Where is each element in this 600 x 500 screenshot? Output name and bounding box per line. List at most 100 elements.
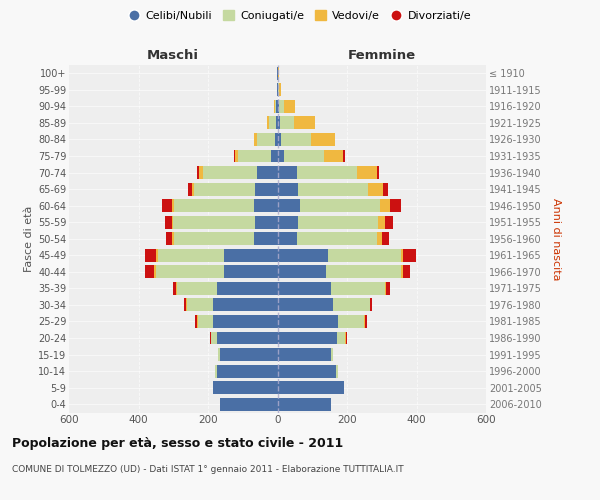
Bar — [386, 282, 390, 295]
Bar — [333, 298, 370, 312]
Bar — [336, 364, 338, 378]
Bar — [173, 282, 176, 295]
Bar — [224, 266, 277, 278]
Bar — [213, 381, 277, 394]
Bar — [401, 249, 403, 262]
Bar — [156, 266, 224, 278]
Bar — [145, 266, 154, 278]
Bar — [311, 133, 335, 146]
Bar — [254, 199, 277, 212]
Bar — [203, 166, 257, 179]
Bar — [358, 166, 377, 179]
Bar — [255, 216, 277, 228]
Bar — [220, 398, 277, 410]
Bar — [365, 315, 367, 328]
Bar — [277, 332, 337, 344]
Bar — [166, 232, 172, 245]
Bar — [277, 348, 331, 361]
Bar — [277, 298, 333, 312]
Bar — [328, 249, 401, 262]
Bar — [403, 266, 410, 278]
Bar — [298, 216, 377, 228]
Bar — [173, 216, 255, 228]
Bar — [277, 67, 278, 80]
Bar — [296, 232, 377, 245]
Bar — [188, 182, 193, 196]
Bar — [234, 150, 235, 162]
Bar — [145, 249, 156, 262]
Bar — [324, 150, 343, 162]
Bar — [278, 84, 279, 96]
Bar — [391, 199, 401, 212]
Bar — [385, 282, 386, 295]
Bar — [279, 84, 281, 96]
Bar — [284, 100, 295, 113]
Bar — [217, 282, 277, 295]
Bar — [277, 100, 279, 113]
Bar — [284, 150, 324, 162]
Bar — [172, 232, 174, 245]
Bar — [211, 332, 217, 344]
Bar — [184, 298, 186, 312]
Bar — [277, 84, 278, 96]
Bar — [193, 182, 194, 196]
Bar — [278, 67, 279, 80]
Y-axis label: Anni di nascita: Anni di nascita — [551, 198, 561, 280]
Bar — [224, 249, 277, 262]
Bar — [267, 116, 269, 130]
Bar — [174, 232, 254, 245]
Bar — [213, 298, 277, 312]
Bar — [275, 133, 277, 146]
Bar — [296, 166, 358, 179]
Bar — [254, 133, 257, 146]
Bar — [197, 315, 213, 328]
Bar — [215, 364, 217, 378]
Bar — [277, 282, 331, 295]
Bar — [158, 249, 224, 262]
Bar — [277, 133, 281, 146]
Bar — [156, 249, 158, 262]
Bar — [257, 166, 277, 179]
Bar — [338, 315, 364, 328]
Bar — [199, 166, 203, 179]
Bar — [238, 150, 271, 162]
Bar — [277, 116, 280, 130]
Bar — [280, 116, 294, 130]
Bar — [277, 249, 328, 262]
Bar — [380, 199, 391, 212]
Bar — [403, 249, 416, 262]
Bar — [337, 332, 345, 344]
Bar — [298, 182, 368, 196]
Bar — [217, 364, 277, 378]
Bar — [218, 348, 220, 361]
Bar — [187, 298, 213, 312]
Bar — [255, 182, 277, 196]
Bar — [235, 150, 238, 162]
Bar — [368, 182, 383, 196]
Bar — [277, 232, 296, 245]
Text: Femmine: Femmine — [347, 48, 416, 62]
Bar — [275, 100, 277, 113]
Bar — [217, 332, 277, 344]
Bar — [220, 348, 277, 361]
Text: Popolazione per età, sesso e stato civile - 2011: Popolazione per età, sesso e stato civil… — [12, 438, 343, 450]
Bar — [377, 166, 379, 179]
Bar — [165, 216, 172, 228]
Bar — [326, 266, 401, 278]
Legend: Celibi/Nubili, Coniugati/e, Vedovi/e, Divorziati/e: Celibi/Nubili, Coniugati/e, Vedovi/e, Di… — [127, 8, 473, 24]
Bar — [277, 381, 344, 394]
Bar — [213, 315, 277, 328]
Bar — [277, 182, 298, 196]
Bar — [254, 232, 277, 245]
Bar — [163, 199, 172, 212]
Bar — [177, 282, 217, 295]
Bar — [281, 133, 311, 146]
Bar — [364, 315, 365, 328]
Bar — [277, 166, 296, 179]
Bar — [383, 182, 388, 196]
Bar — [277, 364, 336, 378]
Bar — [331, 282, 385, 295]
Bar — [279, 100, 284, 113]
Bar — [257, 133, 275, 146]
Bar — [277, 398, 331, 410]
